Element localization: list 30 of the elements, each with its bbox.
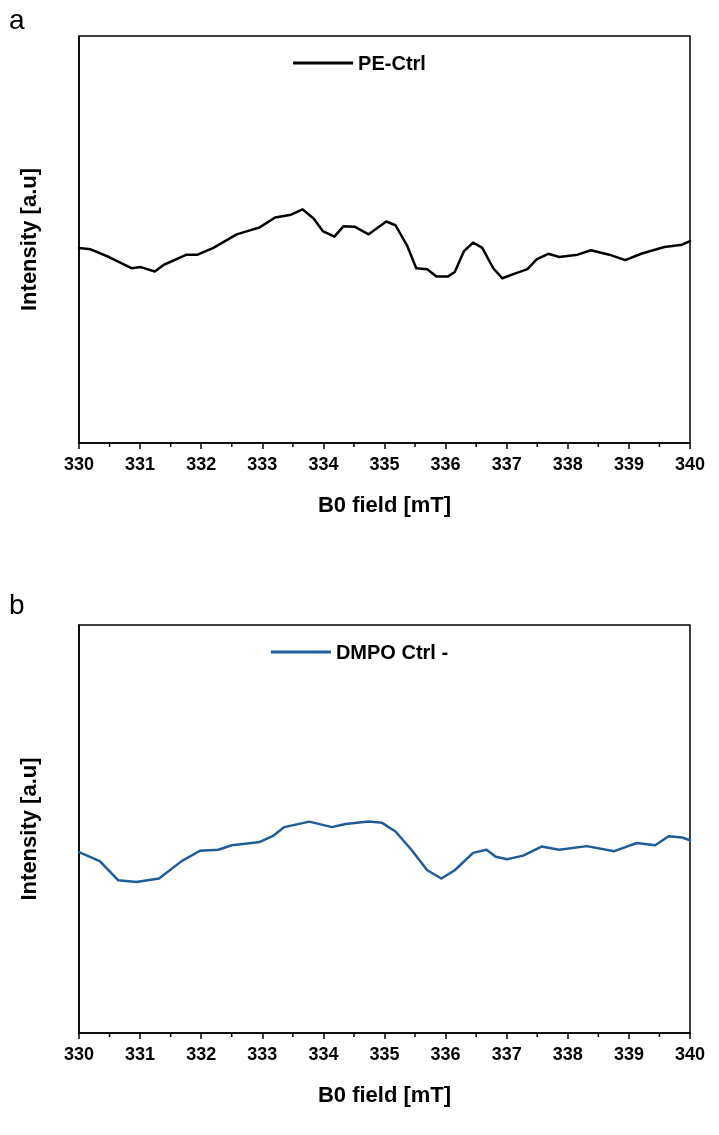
x-tick-label: 334 <box>308 1044 339 1064</box>
x-tick-label: 338 <box>552 454 583 474</box>
x-tick-label: 333 <box>247 1044 278 1064</box>
x-tick-label: 331 <box>125 454 156 474</box>
x-tick-label: 339 <box>613 454 644 474</box>
chart-title: a <box>9 3 25 35</box>
x-tick-label: 334 <box>308 454 339 474</box>
legend-label: PE-Ctrl <box>358 52 426 74</box>
x-tick-label: 330 <box>63 1044 95 1064</box>
x-tick-label: 335 <box>369 454 400 474</box>
x-tick-label: 337 <box>491 454 522 474</box>
x-tick-label: 332 <box>186 1044 217 1064</box>
x-tick-label: 335 <box>369 1044 400 1064</box>
y-axis-title: Intensity [a.u] <box>15 167 41 312</box>
x-tick-label: 333 <box>247 454 278 474</box>
x-tick-label: 330 <box>63 454 95 474</box>
x-tick-label: 331 <box>125 1044 156 1064</box>
x-tick-label: 336 <box>430 1044 461 1064</box>
x-tick-label: 340 <box>674 454 706 474</box>
x-tick-label: 332 <box>186 454 217 474</box>
chart-title: b <box>9 588 25 620</box>
x-tick-label: 337 <box>491 1044 522 1064</box>
x-tick-label: 339 <box>613 1044 644 1064</box>
x-tick-label: 336 <box>430 454 461 474</box>
y-axis-title: Intensity [a.u] <box>15 757 41 901</box>
x-axis-title: B0 field [mT] <box>317 491 452 517</box>
x-tick-label: 340 <box>674 1044 706 1064</box>
x-axis-title: B0 field [mT] <box>317 1081 452 1107</box>
legend-label: DMPO Ctrl - <box>335 641 449 663</box>
x-tick-label: 338 <box>552 1044 583 1064</box>
